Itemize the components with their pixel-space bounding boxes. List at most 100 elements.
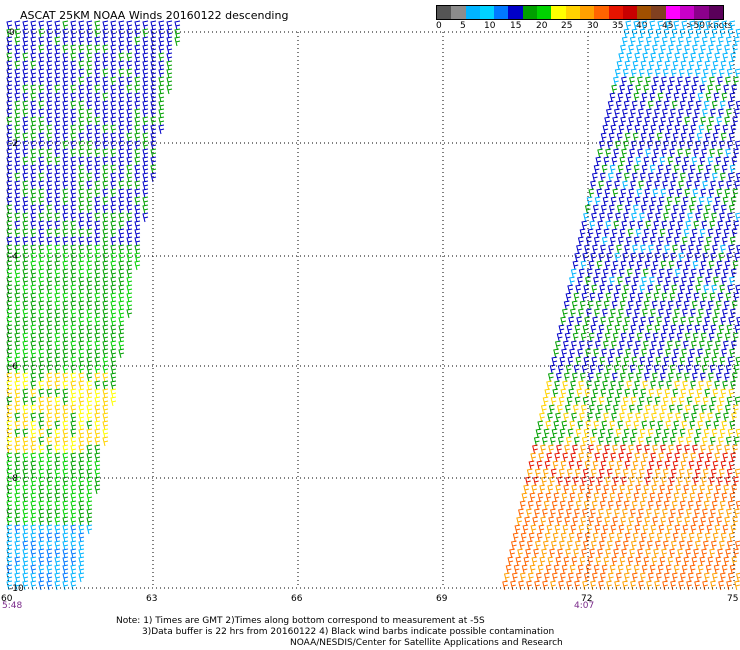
- wind-barb: [54, 244, 61, 255]
- wind-barb: [687, 28, 694, 39]
- wind-barb: [628, 260, 635, 271]
- wind-barb: [727, 212, 733, 223]
- wind-barb: [600, 244, 606, 255]
- wind-barb: [62, 532, 69, 543]
- wind-barb: [110, 124, 117, 135]
- wind-barb: [6, 60, 13, 71]
- wind-barb: [46, 76, 53, 87]
- wind-barb: [134, 140, 141, 151]
- wind-barb: [644, 260, 651, 271]
- wind-barb: [158, 44, 165, 55]
- wind-barb: [118, 28, 125, 39]
- wind-barb: [6, 284, 13, 295]
- wind-barb: [734, 140, 740, 151]
- wind-barb: [610, 268, 617, 279]
- wind-barb: [641, 276, 647, 287]
- wind-barb: [556, 332, 563, 343]
- wind-barb: [690, 196, 697, 207]
- wind-barb: [686, 140, 693, 151]
- wind-barb: [38, 548, 45, 559]
- wind-barb: [573, 292, 580, 303]
- wind-barb: [70, 220, 77, 231]
- wind-barb: [70, 524, 77, 535]
- wind-barb: [78, 116, 85, 127]
- wind-barb: [642, 268, 649, 279]
- wind-barb: [150, 68, 157, 79]
- wind-barb: [677, 76, 683, 87]
- wind-barb: [86, 164, 93, 175]
- wind-barb: [46, 172, 53, 183]
- wind-barb: [78, 564, 85, 575]
- wind-barb: [711, 172, 718, 183]
- wind-barb: [126, 244, 133, 255]
- wind-barb: [630, 108, 636, 119]
- wind-barb: [657, 92, 664, 103]
- wind-barb: [629, 148, 635, 159]
- wind-barb: [22, 308, 29, 319]
- wind-barb: [54, 28, 61, 39]
- wind-barb: [110, 44, 117, 55]
- wind-barb: [78, 364, 85, 375]
- wind-barb: [46, 92, 53, 103]
- wind-barb: [658, 340, 665, 351]
- wind-barb: [30, 188, 37, 199]
- wind-barb: [14, 180, 21, 191]
- wind-barb: [38, 372, 45, 383]
- wind-barb: [615, 356, 622, 367]
- wind-barb: [608, 244, 614, 255]
- wind-barb: [86, 356, 93, 367]
- wind-barb: [735, 428, 740, 439]
- wind-barb: [723, 156, 730, 167]
- wind-barb: [734, 396, 740, 407]
- wind-barb: [698, 124, 705, 135]
- wind-barb: [118, 68, 125, 79]
- wind-barb: [575, 356, 582, 367]
- wind-barb: [54, 172, 61, 183]
- wind-barb: [733, 36, 740, 47]
- wind-barb: [662, 108, 668, 119]
- wind-barb: [628, 116, 635, 127]
- wind-barb: [663, 284, 670, 295]
- wind-barb: [126, 164, 133, 175]
- wind-barb: [14, 156, 21, 167]
- wind-barb: [78, 316, 85, 327]
- wind-barb: [734, 580, 740, 591]
- wind-barb: [118, 212, 125, 223]
- wind-barb: [46, 148, 53, 159]
- wind-barb: [94, 44, 101, 55]
- wind-barb: [134, 84, 141, 95]
- wind-barb: [725, 220, 732, 231]
- wind-barb: [142, 164, 149, 175]
- wind-barb: [640, 316, 647, 327]
- wind-barb: [632, 60, 639, 71]
- wind-barb: [630, 252, 637, 263]
- wind-barb: [46, 532, 53, 543]
- wind-barb: [510, 580, 516, 591]
- wind-barb: [118, 100, 125, 111]
- wind-barb: [613, 76, 619, 87]
- wind-barb: [606, 180, 612, 191]
- wind-barb: [574, 324, 581, 335]
- wind-barb: [62, 244, 69, 255]
- wind-barb: [718, 324, 725, 335]
- wind-barb: [134, 36, 141, 47]
- wind-barb: [641, 348, 647, 359]
- wind-barb: [721, 348, 727, 359]
- wind-barb: [150, 156, 157, 167]
- wind-barb: [612, 332, 619, 343]
- wind-barb: [717, 220, 724, 231]
- wind-barb: [86, 132, 93, 143]
- wind-barb: [62, 364, 69, 375]
- wind-barb: [102, 20, 109, 31]
- wind-barb: [696, 244, 702, 255]
- wind-barb: [86, 212, 93, 223]
- wind-barb: [700, 116, 707, 127]
- wind-barb: [110, 92, 117, 103]
- wind-barb: [705, 348, 711, 359]
- wind-barb: [158, 108, 165, 119]
- wind-barb: [118, 124, 125, 135]
- wind-barb: [70, 452, 77, 463]
- wind-barb: [30, 220, 37, 231]
- wind-barb: [14, 436, 21, 447]
- wind-barb: [695, 356, 702, 367]
